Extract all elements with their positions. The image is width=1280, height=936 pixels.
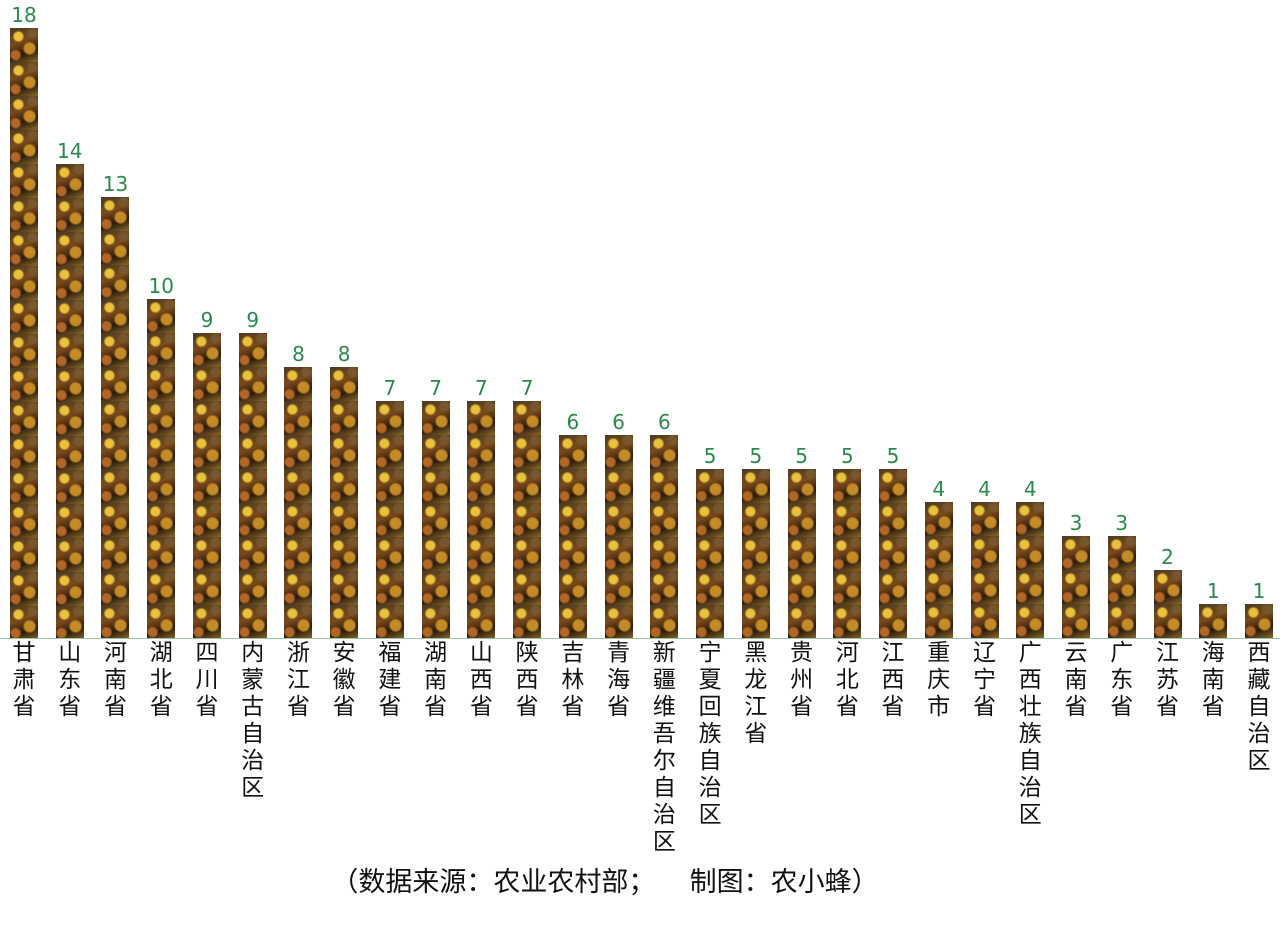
- category-label-13: 青海省: [607, 640, 631, 720]
- category-label-23: 云南省: [1064, 640, 1088, 720]
- category-label-20: 重庆市: [927, 640, 951, 720]
- value-label-9: 7: [429, 375, 443, 400]
- bar-4: [192, 333, 221, 638]
- value-label-5: 9: [246, 308, 260, 332]
- value-label-14: 6: [657, 409, 671, 434]
- category-label-2: 河南省: [103, 640, 127, 720]
- category-label-26: 海南省: [1201, 640, 1225, 720]
- bar-22: [1016, 502, 1045, 638]
- bar-21: [970, 502, 999, 638]
- category-label-7: 安徽省: [332, 640, 356, 720]
- bar-11: [513, 400, 542, 638]
- bar-12: [558, 434, 587, 638]
- bar-18: [833, 468, 862, 638]
- category-label-18: 河北省: [835, 640, 859, 720]
- category-label-25: 江苏省: [1156, 640, 1179, 720]
- value-label-7: 8: [337, 341, 351, 366]
- x-axis-line: [0, 638, 1280, 639]
- value-label-24: 3: [1115, 511, 1129, 536]
- category-label-5: 内蒙古自治区: [241, 640, 265, 801]
- bar-27: [1244, 604, 1273, 638]
- bar-8: [375, 400, 404, 638]
- bar-5: [238, 333, 267, 638]
- category-label-19: 江西省: [881, 640, 905, 720]
- bar-14: [650, 434, 679, 638]
- bar-16: [741, 468, 770, 638]
- category-label-14: 新疆维吾尔自治区: [652, 640, 676, 855]
- bar-3: [147, 299, 176, 638]
- category-label-4: 四川省: [195, 640, 219, 720]
- value-label-12: 6: [566, 409, 580, 434]
- value-label-25: 2: [1161, 545, 1174, 570]
- chart-caption: （数据来源：农业农村部； 制图：农小蜂）: [331, 867, 879, 898]
- category-label-12: 吉林省: [561, 640, 585, 720]
- value-label-23: 3: [1069, 511, 1083, 536]
- bar-24: [1107, 536, 1136, 638]
- bar-7: [330, 366, 359, 638]
- bar-10: [467, 400, 496, 638]
- value-label-27: 1: [1252, 579, 1266, 604]
- bar-23: [1062, 536, 1091, 638]
- value-label-8: 7: [383, 375, 397, 400]
- category-label-3: 湖北省: [149, 640, 173, 720]
- bar-1: [55, 163, 84, 638]
- value-label-3: 10: [148, 274, 174, 299]
- bar-9: [421, 400, 450, 638]
- category-label-16: 黑龙江省: [744, 640, 768, 747]
- category-label-21: 辽宁省: [973, 640, 997, 720]
- bar-0: [10, 28, 38, 638]
- bar-13: [604, 434, 633, 638]
- category-label-6: 浙江省: [286, 640, 310, 720]
- category-label-15: 宁夏回族自治区: [698, 640, 722, 828]
- value-label-1: 14: [57, 138, 83, 163]
- value-label-10: 7: [475, 375, 488, 400]
- bar-6: [284, 366, 313, 638]
- category-label-9: 湖南省: [424, 640, 448, 720]
- value-label-20: 4: [932, 477, 946, 502]
- category-label-17: 贵州省: [790, 640, 814, 720]
- value-label-13: 6: [612, 409, 625, 434]
- bar-17: [787, 468, 816, 638]
- value-label-15: 5: [703, 443, 717, 468]
- bar-25: [1153, 570, 1182, 638]
- value-label-16: 5: [749, 443, 763, 468]
- category-label-24: 广东省: [1110, 640, 1134, 720]
- value-label-17: 5: [795, 443, 808, 468]
- value-label-0: 18: [11, 3, 37, 27]
- value-label-21: 4: [978, 477, 991, 502]
- value-label-2: 13: [102, 172, 129, 197]
- category-label-10: 山西省: [469, 640, 493, 720]
- category-label-22: 广西壮族自治区: [1018, 640, 1042, 828]
- category-label-0: 甘肃省: [12, 640, 36, 720]
- bar-26: [1199, 604, 1228, 638]
- value-label-11: 7: [520, 375, 534, 400]
- bar-20: [924, 502, 953, 638]
- bar-15: [696, 468, 725, 638]
- value-label-4: 9: [200, 308, 214, 332]
- value-label-26: 1: [1206, 579, 1220, 604]
- category-label-11: 陕西省: [515, 640, 539, 720]
- bar-2: [101, 197, 130, 638]
- category-label-1: 山东省: [58, 640, 82, 720]
- value-label-6: 8: [292, 341, 305, 366]
- category-label-27: 西藏自治区: [1247, 640, 1271, 774]
- value-label-18: 5: [840, 443, 854, 468]
- bar-19: [879, 468, 908, 638]
- category-label-8: 福建省: [378, 640, 402, 720]
- value-label-19: 5: [886, 443, 900, 468]
- value-label-22: 4: [1023, 477, 1037, 502]
